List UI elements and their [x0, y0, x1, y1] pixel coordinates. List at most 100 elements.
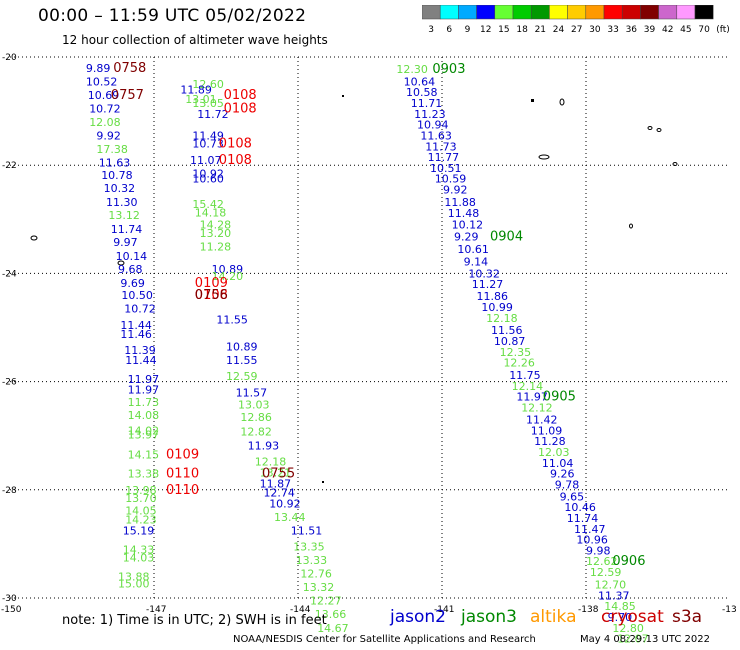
page-subtitle: 12 hour collection of altimeter wave hei…	[62, 33, 328, 47]
wave-height-label: 10.92	[269, 497, 301, 510]
wave-height-label: 12.14	[512, 380, 543, 393]
pass-time-label: 0108	[219, 153, 252, 168]
island-outline	[656, 128, 662, 132]
wave-height-label: 11.71	[411, 97, 443, 110]
wave-height-label: 9.92	[443, 184, 468, 197]
wave-height-label: 11.48	[448, 207, 480, 220]
lon-tick-label: -138	[578, 605, 599, 615]
wave-height-label: 10.50	[121, 289, 153, 302]
legend-swatch	[549, 5, 568, 20]
legend-swatch	[603, 5, 623, 20]
color-legend: 3 6 9 12 15 18 21 24 27 30 33 36 39 42 45 70 (ft)	[422, 5, 730, 35]
wave-height-label: 13.38	[128, 468, 160, 481]
wave-height-label: 12.26	[503, 357, 535, 370]
wave-height-label: 10.87	[494, 335, 525, 348]
wave-height-label: 11.75	[509, 369, 541, 382]
legend-bin-label: 9	[465, 25, 471, 35]
wave-height-label: 13.88	[118, 570, 150, 583]
legend-swatch	[512, 5, 532, 20]
lon-tick-label: -144	[290, 605, 311, 615]
wave-height-label: 10.59	[435, 173, 467, 186]
wave-height-label: 11.55	[216, 313, 248, 326]
wave-height-label: 11.74	[111, 223, 143, 236]
wave-height-label: 14.33	[123, 543, 155, 556]
wave-height-label: 11.73	[128, 396, 160, 409]
legend-swatch	[476, 5, 496, 20]
wave-height-label: 17.38	[96, 143, 128, 156]
wave-height-labels: 9.8910.5210.6910.7212.089.9217.3811.6310…	[86, 61, 649, 646]
wave-height-label: 11.04	[542, 457, 574, 470]
wave-height-label: 12.76	[300, 568, 332, 581]
wave-height-label: 15.00	[118, 577, 150, 590]
wave-height-label: 13.97	[128, 429, 160, 442]
island-outline	[647, 126, 653, 130]
wave-height-label: 14.67	[317, 622, 349, 635]
legend-swatch	[567, 5, 587, 20]
wave-height-label: 12.35	[500, 346, 531, 359]
wave-height-label: 10.96	[576, 534, 608, 547]
pass-time-label: 0108	[224, 88, 257, 103]
wave-height-label: 12.82	[240, 425, 272, 438]
wave-height-label: 14.20	[212, 270, 244, 283]
legend-bin-label: 70	[698, 25, 710, 35]
wave-height-label: 9.98	[586, 544, 611, 557]
wave-height-label: 11.28	[534, 435, 566, 448]
wave-height-label: 11.97	[128, 373, 160, 386]
wave-height-label: 11.09	[531, 424, 563, 437]
wave-height-label: 13.33	[296, 554, 328, 567]
pass-time-label: 0108	[219, 137, 252, 152]
island-outline	[672, 162, 678, 166]
footer-timestamp: May 4 08:29:13 UTC 2022	[580, 634, 710, 645]
wave-height-label: 12.74	[263, 487, 295, 500]
wave-height-label: 14.28	[200, 219, 232, 232]
legend-bin-label: 21	[535, 25, 546, 35]
wave-height-label: 9.29	[454, 231, 479, 244]
wave-height-label: 11.63	[99, 156, 131, 169]
axis-tick-labels: -20 -22 -24 -26 -28 -30-150 -147 -144 -141 -138 -1…	[1, 53, 737, 615]
lon-tick-label: -13	[722, 605, 737, 615]
wave-height-label: 15.19	[123, 524, 155, 537]
wave-height-label: 11.27	[472, 278, 504, 291]
lat-tick-label: -24	[2, 269, 17, 279]
wave-height-label: 12.08	[89, 116, 121, 129]
legend-swatch	[458, 5, 477, 20]
wave-height-label: 15.42	[192, 198, 224, 211]
footer-credit: NOAA/NESDIS Center for Satellite Applica…	[233, 634, 536, 645]
wave-height-label: 13.44	[274, 511, 306, 524]
wave-height-label: 14.23	[125, 514, 157, 527]
legend-bin-label: 42	[662, 25, 673, 35]
legend-bin-label: 18	[516, 25, 528, 35]
wave-height-label: 11.63	[420, 129, 452, 142]
wave-height-label: 14.15	[128, 449, 160, 462]
legend-swatch	[621, 5, 641, 20]
legend-bin-label: 15	[498, 25, 509, 35]
wave-height-label: 11.46	[120, 328, 151, 341]
wave-height-label: 14.05	[125, 504, 157, 517]
legend-unit-label: (ft)	[716, 25, 730, 35]
wave-height-label: 13.35	[293, 541, 325, 554]
wave-height-label: 11.93	[248, 439, 280, 452]
pass-time-label: 0755	[262, 467, 295, 482]
wave-height-label: 13.01	[185, 93, 217, 106]
wave-height-label: 12.70	[595, 578, 627, 591]
wave-height-label: 9.70	[608, 611, 633, 624]
wave-height-label: 10.89	[226, 340, 258, 353]
pass-time-label: 0904	[490, 230, 523, 245]
wave-height-label: 11.44	[120, 319, 151, 332]
legend-bin-label: 30	[589, 25, 601, 35]
wave-height-label: 9.68	[118, 263, 143, 276]
wave-height-label: 11.72	[197, 108, 229, 121]
pass-time-label: 0109	[166, 448, 199, 463]
wave-height-label: 10.94	[417, 119, 449, 132]
lat-tick-label: -28	[2, 486, 17, 496]
wave-height-label: 9.14	[464, 255, 489, 268]
wave-height-label: 9.97	[113, 236, 138, 249]
wave-height-label: 12.59	[590, 566, 622, 579]
pass-time-label: 0109	[195, 276, 228, 291]
pass-time-label: 0110	[166, 483, 199, 498]
wave-height-label: 11.87	[260, 477, 292, 490]
wave-height-label: 10.99	[481, 301, 513, 314]
wave-height-label: 12.62	[586, 555, 618, 568]
wave-height-label: 10.51	[430, 162, 462, 175]
